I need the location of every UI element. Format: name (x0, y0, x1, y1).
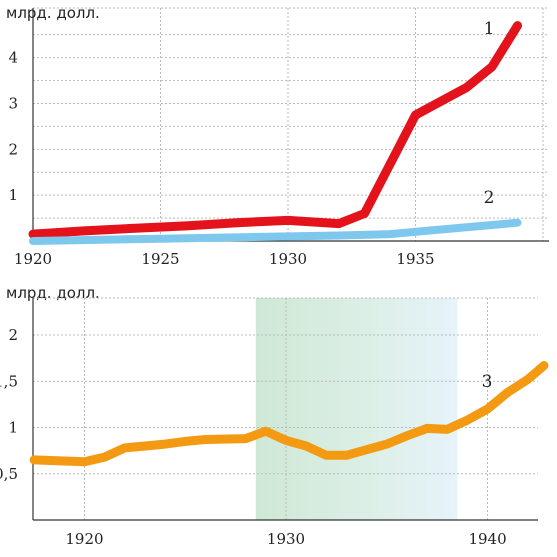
chart-2-series-labels: 3 (482, 372, 493, 392)
chart-1-grid (33, 7, 549, 241)
chart-1-series-labels: 12 (484, 19, 495, 208)
series-line-3 (29, 361, 549, 467)
y-tick-label: 1 (8, 186, 18, 204)
x-tick-label: 1920 (65, 530, 103, 548)
x-tick-label: 1940 (468, 530, 506, 548)
chart-1-axes (32, 8, 549, 242)
chart-1-y-axis-label: млрд. долл. (6, 4, 100, 22)
y-tick-label: 4 (8, 49, 18, 67)
y-tick-label: 2 (8, 140, 18, 158)
x-tick-label: 1935 (396, 250, 434, 268)
series-line-2 (29, 218, 522, 245)
series-line-1 (28, 21, 522, 239)
chart-2-axes (32, 298, 538, 521)
series-label-2: 2 (484, 188, 495, 208)
chart-2-x-tick-labels: 1920 1930 1940 (65, 530, 506, 548)
x-tick-label: 1920 (14, 250, 52, 268)
chart-2-grid (33, 297, 538, 520)
chart-2: млрд. долл. 1920 1930 1940 0,5 1 1,5 2 3 (0, 284, 549, 548)
x-tick-label: 1925 (141, 250, 179, 268)
chart-2-y-tick-labels: 0,5 1 1,5 2 (0, 326, 18, 483)
x-tick-label: 1930 (267, 530, 305, 548)
y-tick-label: 2 (8, 326, 18, 344)
y-tick-label: 3 (8, 95, 18, 113)
series-label-3: 3 (482, 372, 493, 392)
chart-1-x-tick-labels: 1920 1925 1930 1935 (14, 250, 435, 268)
y-tick-label: 1 (8, 419, 18, 437)
y-tick-label: 1,5 (0, 372, 18, 390)
chart-2-series (29, 361, 549, 467)
series-label-1: 1 (484, 19, 495, 39)
chart-1-y-tick-labels: 1 2 3 4 (8, 49, 18, 205)
x-tick-label: 1930 (269, 250, 307, 268)
chart-1-series (28, 21, 522, 245)
chart-2-y-axis-label: млрд. долл. (6, 284, 100, 302)
y-tick-label: 0,5 (0, 465, 18, 483)
